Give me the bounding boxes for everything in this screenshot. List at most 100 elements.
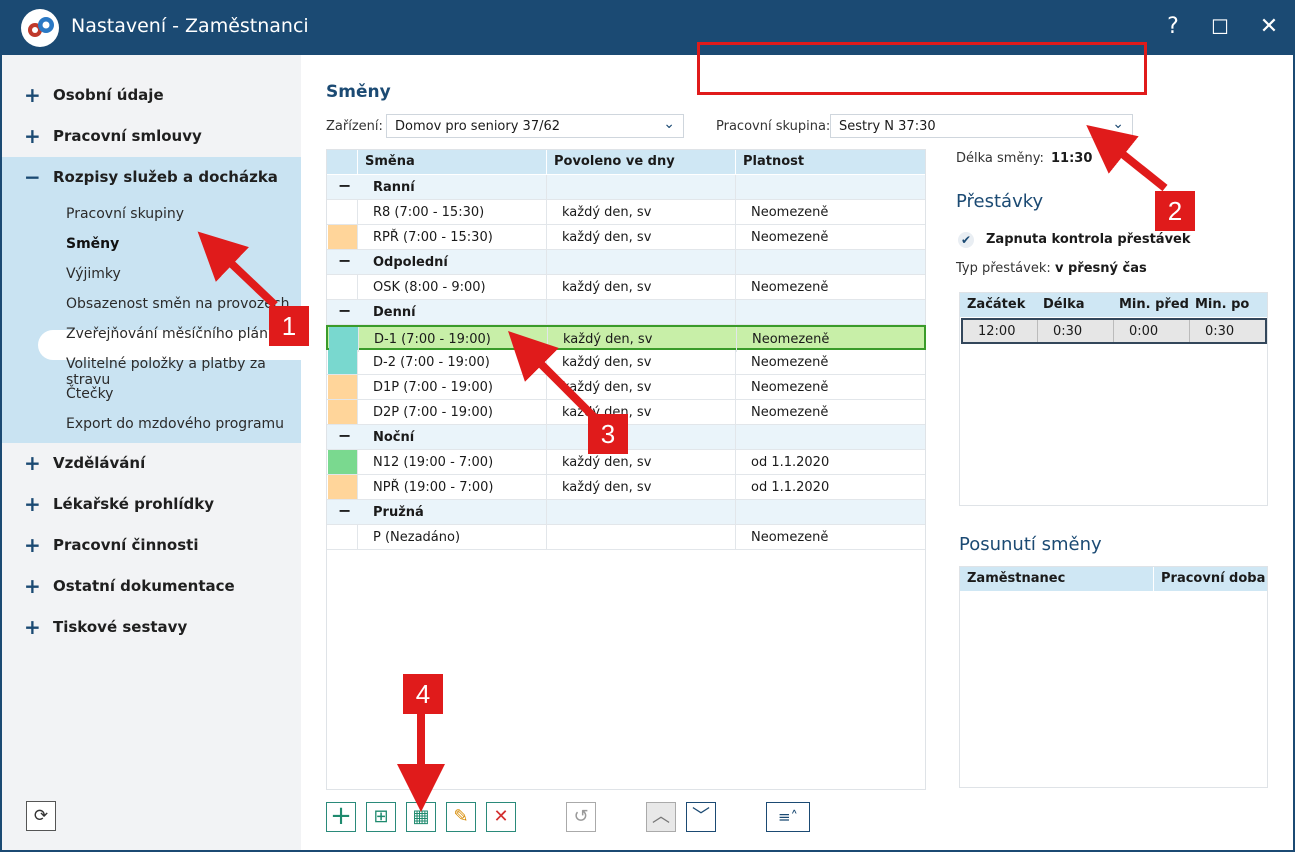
group-value: Sestry N 37:30 <box>839 119 936 134</box>
shift-color-swatch <box>328 350 357 374</box>
group-row[interactable]: − Odpolední <box>327 250 925 275</box>
history-button[interactable]: ↺ <box>566 802 596 832</box>
table-row[interactable]: D1P (7:00 - 19:00) každý den, sv Neomezeně <box>327 375 925 400</box>
facility-select[interactable]: Domov pro seniory 37/62 ⌄ <box>386 114 684 138</box>
sidebar-subitem-publish-plan[interactable]: Zveřejňování měsíčního plánu <box>66 326 277 342</box>
header-min-after[interactable]: Min. po <box>1195 297 1250 312</box>
chevron-down-icon: ⌄ <box>663 116 675 132</box>
add-button[interactable]: + <box>326 802 356 832</box>
sidebar-item-activities[interactable]: + Pracovní činnosti <box>2 525 301 566</box>
table-row[interactable]: D-1 (7:00 - 19:00) každý den, sv Neomezeně <box>326 325 926 352</box>
refresh-button[interactable]: ⟳ <box>26 801 56 831</box>
table-row[interactable]: 12:00 0:30 0:00 0:30 <box>961 318 1267 344</box>
shift-cell: D1P (7:00 - 19:00) <box>373 380 494 395</box>
sidebar-item-education[interactable]: + Vzdělávání <box>2 443 301 484</box>
breaks-header: Začátek Délka Min. před Min. po <box>960 293 1267 317</box>
sidebar-item-label: Osobní údaje <box>53 86 164 104</box>
header-days[interactable]: Povoleno ve dny <box>554 154 675 169</box>
move-up-button[interactable]: ︿ <box>646 802 676 832</box>
header-employee[interactable]: Zaměstnanec <box>967 571 1066 586</box>
breaks-grid: Začátek Délka Min. před Min. po 12:00 0:… <box>959 292 1268 506</box>
shift-cell: R8 (7:00 - 15:30) <box>373 205 485 220</box>
table-row[interactable]: D-2 (7:00 - 19:00) každý den, sv Neomezeně <box>327 350 925 375</box>
table-row[interactable]: P (Nezadáno) Neomezeně <box>327 525 925 550</box>
shift-color-swatch <box>328 475 357 499</box>
days-cell: každý den, sv <box>562 380 652 395</box>
gears-logo-icon <box>21 9 59 47</box>
collapse-group-icon[interactable]: − <box>338 176 352 195</box>
move-down-button[interactable]: ﹀ <box>686 802 716 832</box>
group-label: Ranní <box>373 180 415 195</box>
header-validity[interactable]: Platnost <box>743 154 805 169</box>
group-row[interactable]: − Denní <box>327 300 925 325</box>
delete-button[interactable]: ✕ <box>486 802 516 832</box>
shift-color-swatch <box>328 375 357 399</box>
header-work-time[interactable]: Pracovní doba <box>1161 571 1266 586</box>
sidebar-item-print-reports[interactable]: + Tiskové sestavy <box>2 607 301 648</box>
table-row[interactable]: RPŘ (7:00 - 15:30) každý den, sv Neomezeně <box>327 225 925 250</box>
sidebar-subitem-active-bg <box>38 330 301 360</box>
break-type-label: Typ přestávek: <box>956 261 1051 276</box>
maximize-button[interactable]: ☐ <box>1211 15 1229 39</box>
annotation-highlight-box <box>697 42 1147 95</box>
sidebar-subitem-occupancy[interactable]: Obsazenost směn na provozech <box>66 296 290 312</box>
days-cell: každý den, sv <box>563 332 653 347</box>
table-row[interactable]: R8 (7:00 - 15:30) každý den, sv Neomezeně <box>327 200 925 225</box>
expand-plus-icon: + <box>24 451 41 475</box>
header-shift[interactable]: Směna <box>365 154 415 169</box>
header-min-before[interactable]: Min. před <box>1119 297 1189 312</box>
shift-length-value: 11:30 <box>1051 151 1093 166</box>
shift-cell: D-1 (7:00 - 19:00) <box>374 332 491 347</box>
annotation-callout-4: 4 <box>403 674 443 714</box>
break-length: 0:30 <box>1053 324 1083 339</box>
sidebar-item-contracts[interactable]: + Pracovní smlouvy <box>2 116 301 157</box>
menu-button[interactable]: ≡˄ <box>766 802 810 832</box>
group-row[interactable]: − Ranní <box>327 175 925 200</box>
break-check-label: Zapnuta kontrola přestávek <box>986 232 1191 247</box>
group-row[interactable]: − Pružná <box>327 500 925 525</box>
sidebar-item-label: Vzdělávání <box>53 454 146 472</box>
sidebar-item-personal[interactable]: + Osobní údaje <box>2 75 301 116</box>
table-row[interactable]: OSK (8:00 - 9:00) každý den, sv Neomezeně <box>327 275 925 300</box>
add-calendar-button[interactable]: ▦ <box>406 802 436 832</box>
shift-color-swatch <box>328 400 357 424</box>
sidebar-item-schedules[interactable]: − Rozpisy služeb a docházka <box>2 157 301 198</box>
group-label: Noční <box>373 430 415 445</box>
shift-cell: P (Nezadáno) <box>373 530 461 545</box>
days-cell: každý den, sv <box>562 230 652 245</box>
collapse-minus-icon: − <box>24 165 41 189</box>
sidebar-item-other-docs[interactable]: + Ostatní dokumentace <box>2 566 301 607</box>
days-cell: každý den, sv <box>562 280 652 295</box>
shift-color-swatch <box>328 225 357 249</box>
edit-button[interactable]: ✎ <box>446 802 476 832</box>
help-button[interactable]: ? <box>1167 14 1179 39</box>
header-length[interactable]: Délka <box>1043 297 1085 312</box>
sidebar-subitem-meal-items[interactable]: Volitelné položky a platby za stravu <box>66 356 266 388</box>
collapse-group-icon[interactable]: − <box>338 251 352 270</box>
close-button[interactable]: ✕ <box>1259 14 1279 39</box>
sidebar-subitem-shifts[interactable]: Směny <box>66 236 120 252</box>
header-start[interactable]: Začátek <box>967 297 1026 312</box>
breaks-title: Přestávky <box>956 191 1044 212</box>
shift-length-label: Délka směny: <box>956 151 1044 166</box>
collapse-group-icon[interactable]: − <box>338 501 352 520</box>
table-row[interactable]: N12 (19:00 - 7:00) každý den, sv od 1.1.20… <box>327 450 925 475</box>
sidebar-item-medical[interactable]: + Lékařské prohlídky <box>2 484 301 525</box>
checkbox-checked-icon[interactable]: ✔ <box>958 232 974 248</box>
collapse-group-icon[interactable]: − <box>338 426 352 445</box>
validity-cell: Neomezeně <box>751 355 829 370</box>
sidebar-item-label: Rozpisy služeb a docházka <box>53 168 278 186</box>
sidebar-subitem-work-groups[interactable]: Pracovní skupiny <box>66 206 185 222</box>
expand-plus-icon: + <box>24 533 41 557</box>
table-row[interactable]: NPŘ (19:00 - 7:00) každý den, sv od 1.1.20… <box>327 475 925 500</box>
group-label: Denní <box>373 305 416 320</box>
days-cell: každý den, sv <box>562 455 652 470</box>
break-min-after: 0:30 <box>1205 324 1235 339</box>
sidebar-subitem-exceptions[interactable]: Výjimky <box>66 266 121 282</box>
group-select[interactable]: Sestry N 37:30 ⌄ <box>830 114 1133 138</box>
collapse-group-icon[interactable]: − <box>338 301 352 320</box>
sidebar-subitem-payroll-export[interactable]: Export do mzdového programu <box>66 416 285 432</box>
sidebar-subitem-readers[interactable]: Čtečky <box>66 386 114 402</box>
add-copy-button[interactable]: ⊞ <box>366 802 396 832</box>
